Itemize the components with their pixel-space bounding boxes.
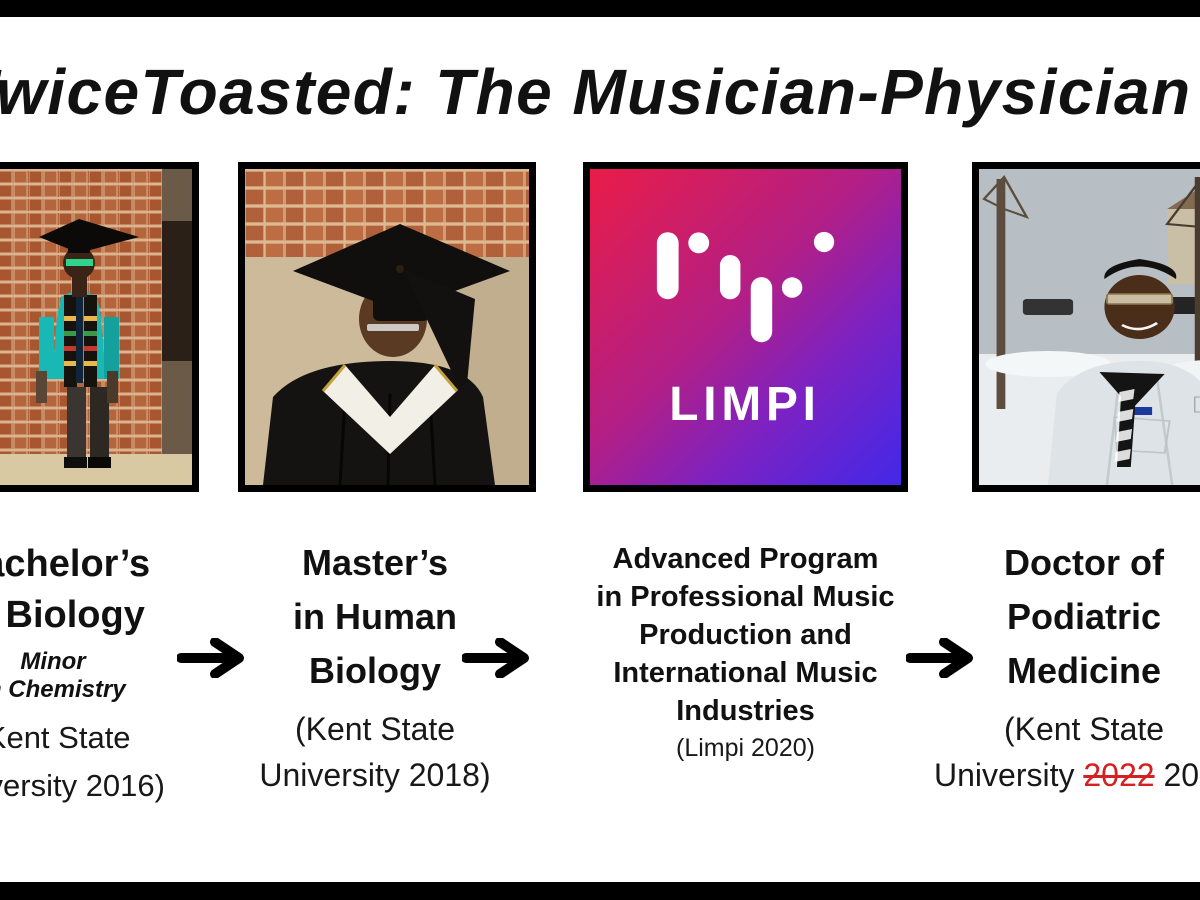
svg-text:LIMPI: LIMPI [669,378,821,431]
